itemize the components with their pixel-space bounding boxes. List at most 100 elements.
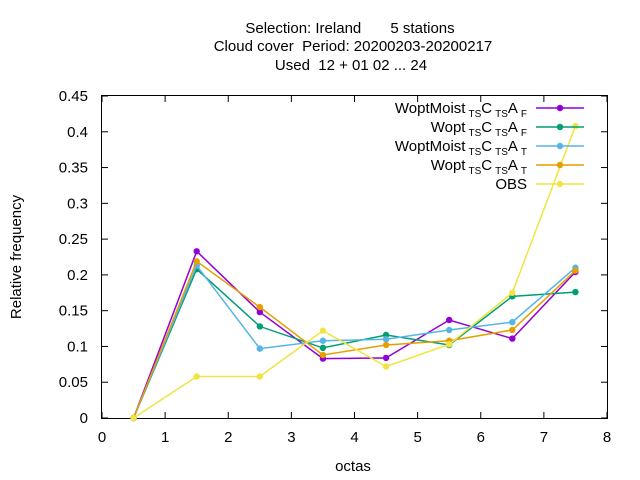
legend-label: OBS — [495, 176, 527, 193]
legend-text: WoptMoist — [395, 100, 466, 117]
title-line-3: Used 12 + 01 02 ... 24 — [275, 57, 427, 74]
data-point — [382, 336, 390, 343]
legend-entry: WoptMoist TSC TSA T — [395, 138, 584, 158]
y-axis-label: Relative frequency — [8, 194, 25, 319]
x-tick-label: 0 — [98, 429, 106, 446]
legend-subscript: F — [521, 128, 527, 139]
legend-label: Wopt TSC TSA F — [431, 119, 527, 139]
legend-text: A — [508, 119, 518, 136]
legend-entry: WoptMoist TSC TSA F — [395, 100, 584, 120]
data-point — [572, 122, 579, 130]
series-line — [132, 249, 576, 419]
legend-text: WoptMoist — [395, 138, 466, 155]
data-point — [445, 316, 453, 324]
x-tick-label: 4 — [350, 429, 358, 446]
series-line — [132, 267, 576, 419]
series-layer — [130, 122, 579, 422]
chart-title: Selection: Ireland 5 stations Cloud cove… — [214, 20, 493, 74]
legend-subscript: T — [521, 166, 527, 177]
y-tick-label: 0.15 — [59, 303, 88, 320]
data-point — [130, 414, 137, 422]
data-point — [319, 351, 327, 359]
legend-label: Wopt TSC TSA T — [431, 157, 527, 177]
data-point — [445, 326, 453, 334]
y-tick-label: 0.25 — [59, 231, 88, 248]
y-tick-label: 0.35 — [59, 160, 88, 177]
y-tick-label: 0.1 — [67, 338, 88, 355]
x-tick-label: 7 — [540, 429, 548, 446]
data-point — [572, 267, 579, 274]
legend-subscript: TS — [495, 109, 508, 120]
data-point — [319, 327, 327, 334]
x-tick-label: 5 — [413, 429, 421, 446]
data-point — [509, 289, 516, 296]
legend-subscript: TS — [468, 166, 481, 177]
x-axis-label: octas — [335, 458, 371, 475]
x-axis: 0 1 2 3 4 5 6 7 8 — [98, 96, 611, 446]
legend-subscript: TS — [495, 147, 508, 158]
legend-text: OBS — [495, 176, 527, 193]
series-2 — [130, 265, 579, 422]
legend-entry: Wopt TSC TSA F — [431, 119, 584, 139]
data-point — [256, 308, 264, 316]
title-line-2: Cloud cover Period: 20200203-20200217 — [214, 38, 493, 55]
legend-marker — [556, 104, 564, 112]
legend-subscript: TS — [468, 147, 481, 158]
legend-subscript: TS — [468, 109, 481, 120]
data-point — [319, 344, 327, 352]
plot-area-border — [101, 95, 608, 419]
data-point — [256, 373, 264, 380]
data-point — [445, 341, 453, 348]
legend-subscript: T — [521, 147, 527, 158]
legend-marker — [556, 180, 564, 188]
data-point — [256, 303, 264, 311]
legend-text: C — [481, 119, 492, 136]
legend-subscript: F — [521, 109, 527, 120]
series-line — [132, 264, 576, 419]
series-5 — [130, 122, 579, 422]
legend-text: C — [481, 100, 492, 117]
data-point — [382, 341, 390, 349]
x-tick-label: 6 — [477, 429, 485, 446]
y-tick-label: 0.3 — [67, 195, 88, 212]
series-1 — [130, 248, 579, 422]
legend-label: WoptMoist TSC TSA T — [395, 138, 527, 158]
x-tick-label: 3 — [287, 429, 295, 446]
legend-subscript: TS — [468, 128, 481, 139]
x-tick-label: 2 — [224, 429, 232, 446]
legend-text: A — [508, 138, 518, 155]
title-line-1: Selection: Ireland 5 stations — [245, 20, 454, 37]
data-point — [509, 335, 516, 342]
legend-marker — [556, 161, 564, 169]
legend-subscript: TS — [495, 128, 508, 139]
legend-text: Wopt — [431, 157, 467, 174]
x-tick-label: 1 — [161, 429, 169, 446]
legend-marker — [556, 123, 564, 131]
y-tick-label: 0.4 — [67, 124, 88, 141]
data-point — [572, 288, 579, 296]
data-point — [256, 345, 264, 352]
legend-text: A — [508, 157, 518, 174]
data-point — [382, 363, 390, 370]
legend-entry: OBS — [495, 176, 584, 193]
data-point — [382, 354, 390, 362]
legend-text: C — [481, 138, 492, 155]
y-tick-label: 0.2 — [67, 267, 88, 284]
series-line — [132, 260, 576, 419]
series-line — [133, 125, 577, 419]
legend-subscript: TS — [495, 166, 508, 177]
y-axis: 0 0.05 0.1 0.15 0.2 0.25 0.3 0.35 0.4 0.45 — [59, 88, 607, 427]
x-tick-label: 8 — [603, 429, 611, 446]
data-point — [193, 258, 200, 265]
y-tick-label: 0.45 — [59, 88, 88, 105]
legend-text: Wopt — [431, 119, 467, 136]
data-point — [509, 326, 516, 334]
data-point — [509, 318, 516, 326]
data-point — [193, 248, 200, 255]
y-tick-label: 0 — [80, 410, 88, 427]
data-point — [319, 337, 327, 344]
data-point — [193, 373, 200, 380]
legend-text: A — [508, 100, 518, 117]
